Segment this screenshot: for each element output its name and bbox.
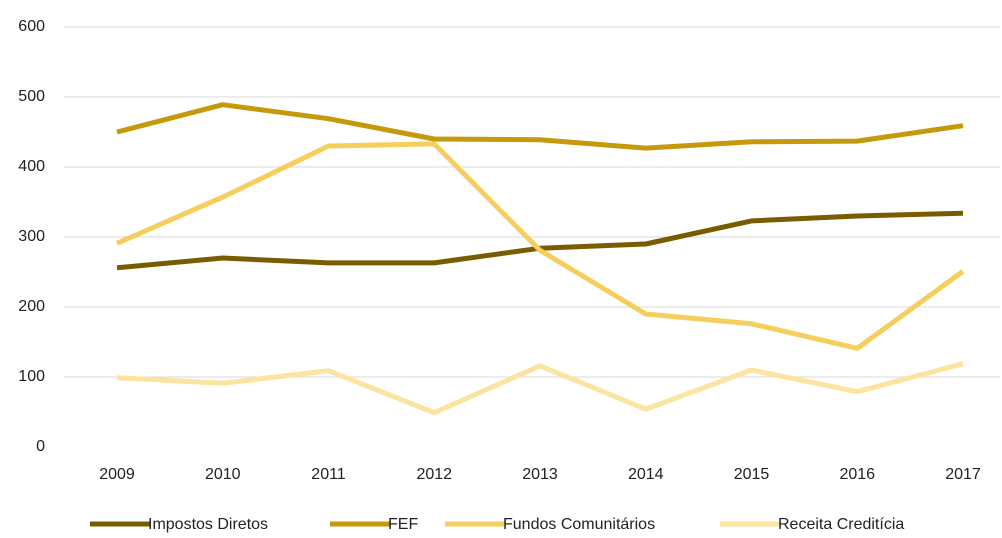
x-tick-label: 2010 [205,466,241,483]
x-tick-label: 2011 [311,466,346,483]
line-series [116,210,964,271]
legend-label: Fundos Comunitários [503,516,655,533]
y-tick-label: 400 [18,158,45,175]
line-series [115,141,965,351]
legend-label: Impostos Diretos [148,516,268,533]
line-series [116,102,964,151]
y-tick-label: 0 [36,438,45,455]
line-series [116,361,964,416]
x-tick-label: 2017 [945,466,981,483]
x-tick-label: 2013 [522,466,558,483]
x-tick-label: 2014 [628,466,664,483]
legend-label: FEF [388,516,418,533]
y-tick-label: 200 [18,298,45,315]
x-tick-label: 2015 [734,466,770,483]
y-tick-label: 500 [18,88,45,105]
y-tick-label: 600 [18,18,45,35]
legend-label: Receita Creditícia [778,516,904,533]
y-tick-label: 300 [18,228,45,245]
x-tick-label: 2009 [99,466,135,483]
x-tick-label: 2012 [416,466,452,483]
x-tick-label: 2016 [839,466,875,483]
y-tick-label: 100 [18,368,45,385]
